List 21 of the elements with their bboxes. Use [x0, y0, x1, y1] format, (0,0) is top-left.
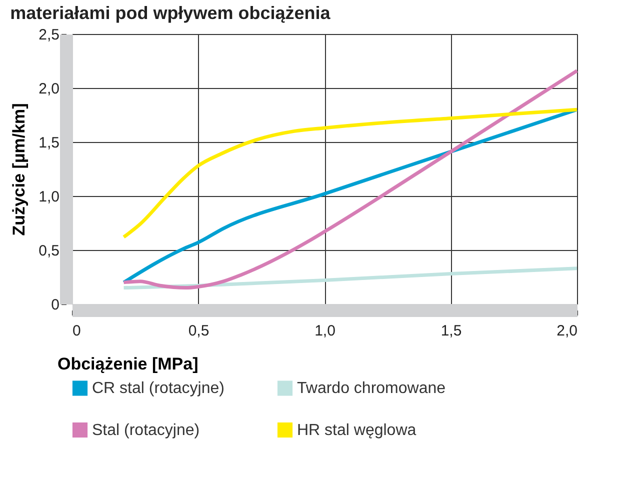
x-tick-label: 2,0	[556, 322, 578, 340]
chart-title: materiałami pod wpływem obciążenia	[10, 3, 332, 23]
x-tick-label: 0,5	[188, 322, 210, 340]
y-tick-label: 0,5	[38, 242, 60, 260]
legend-label: Twardo chromowane	[297, 380, 446, 398]
line-series	[122, 108, 579, 239]
y-tick-label: 2,5	[38, 26, 60, 44]
y-tick-label: 1,0	[38, 188, 60, 206]
x-axis-title: Obciążenie [MPa]	[58, 354, 198, 374]
y-tick-label: 0	[51, 296, 60, 314]
y-axis-title: Zużycie [µm/km]	[10, 103, 29, 236]
x-tick-label: 0	[72, 322, 81, 340]
line-series	[122, 68, 579, 290]
line-series	[122, 108, 579, 284]
x-tick-label: 1,5	[440, 322, 462, 340]
legend-label: HR stal węglowa	[297, 422, 416, 439]
x-tick-label: 1,0	[314, 322, 336, 340]
legend-label: CR stal (rotacyjne)	[92, 380, 224, 398]
y-tick-label: 1,5	[38, 134, 60, 152]
legend-label: Stal (rotacyjne)	[92, 422, 200, 439]
y-tick-label: 2,0	[38, 80, 60, 98]
